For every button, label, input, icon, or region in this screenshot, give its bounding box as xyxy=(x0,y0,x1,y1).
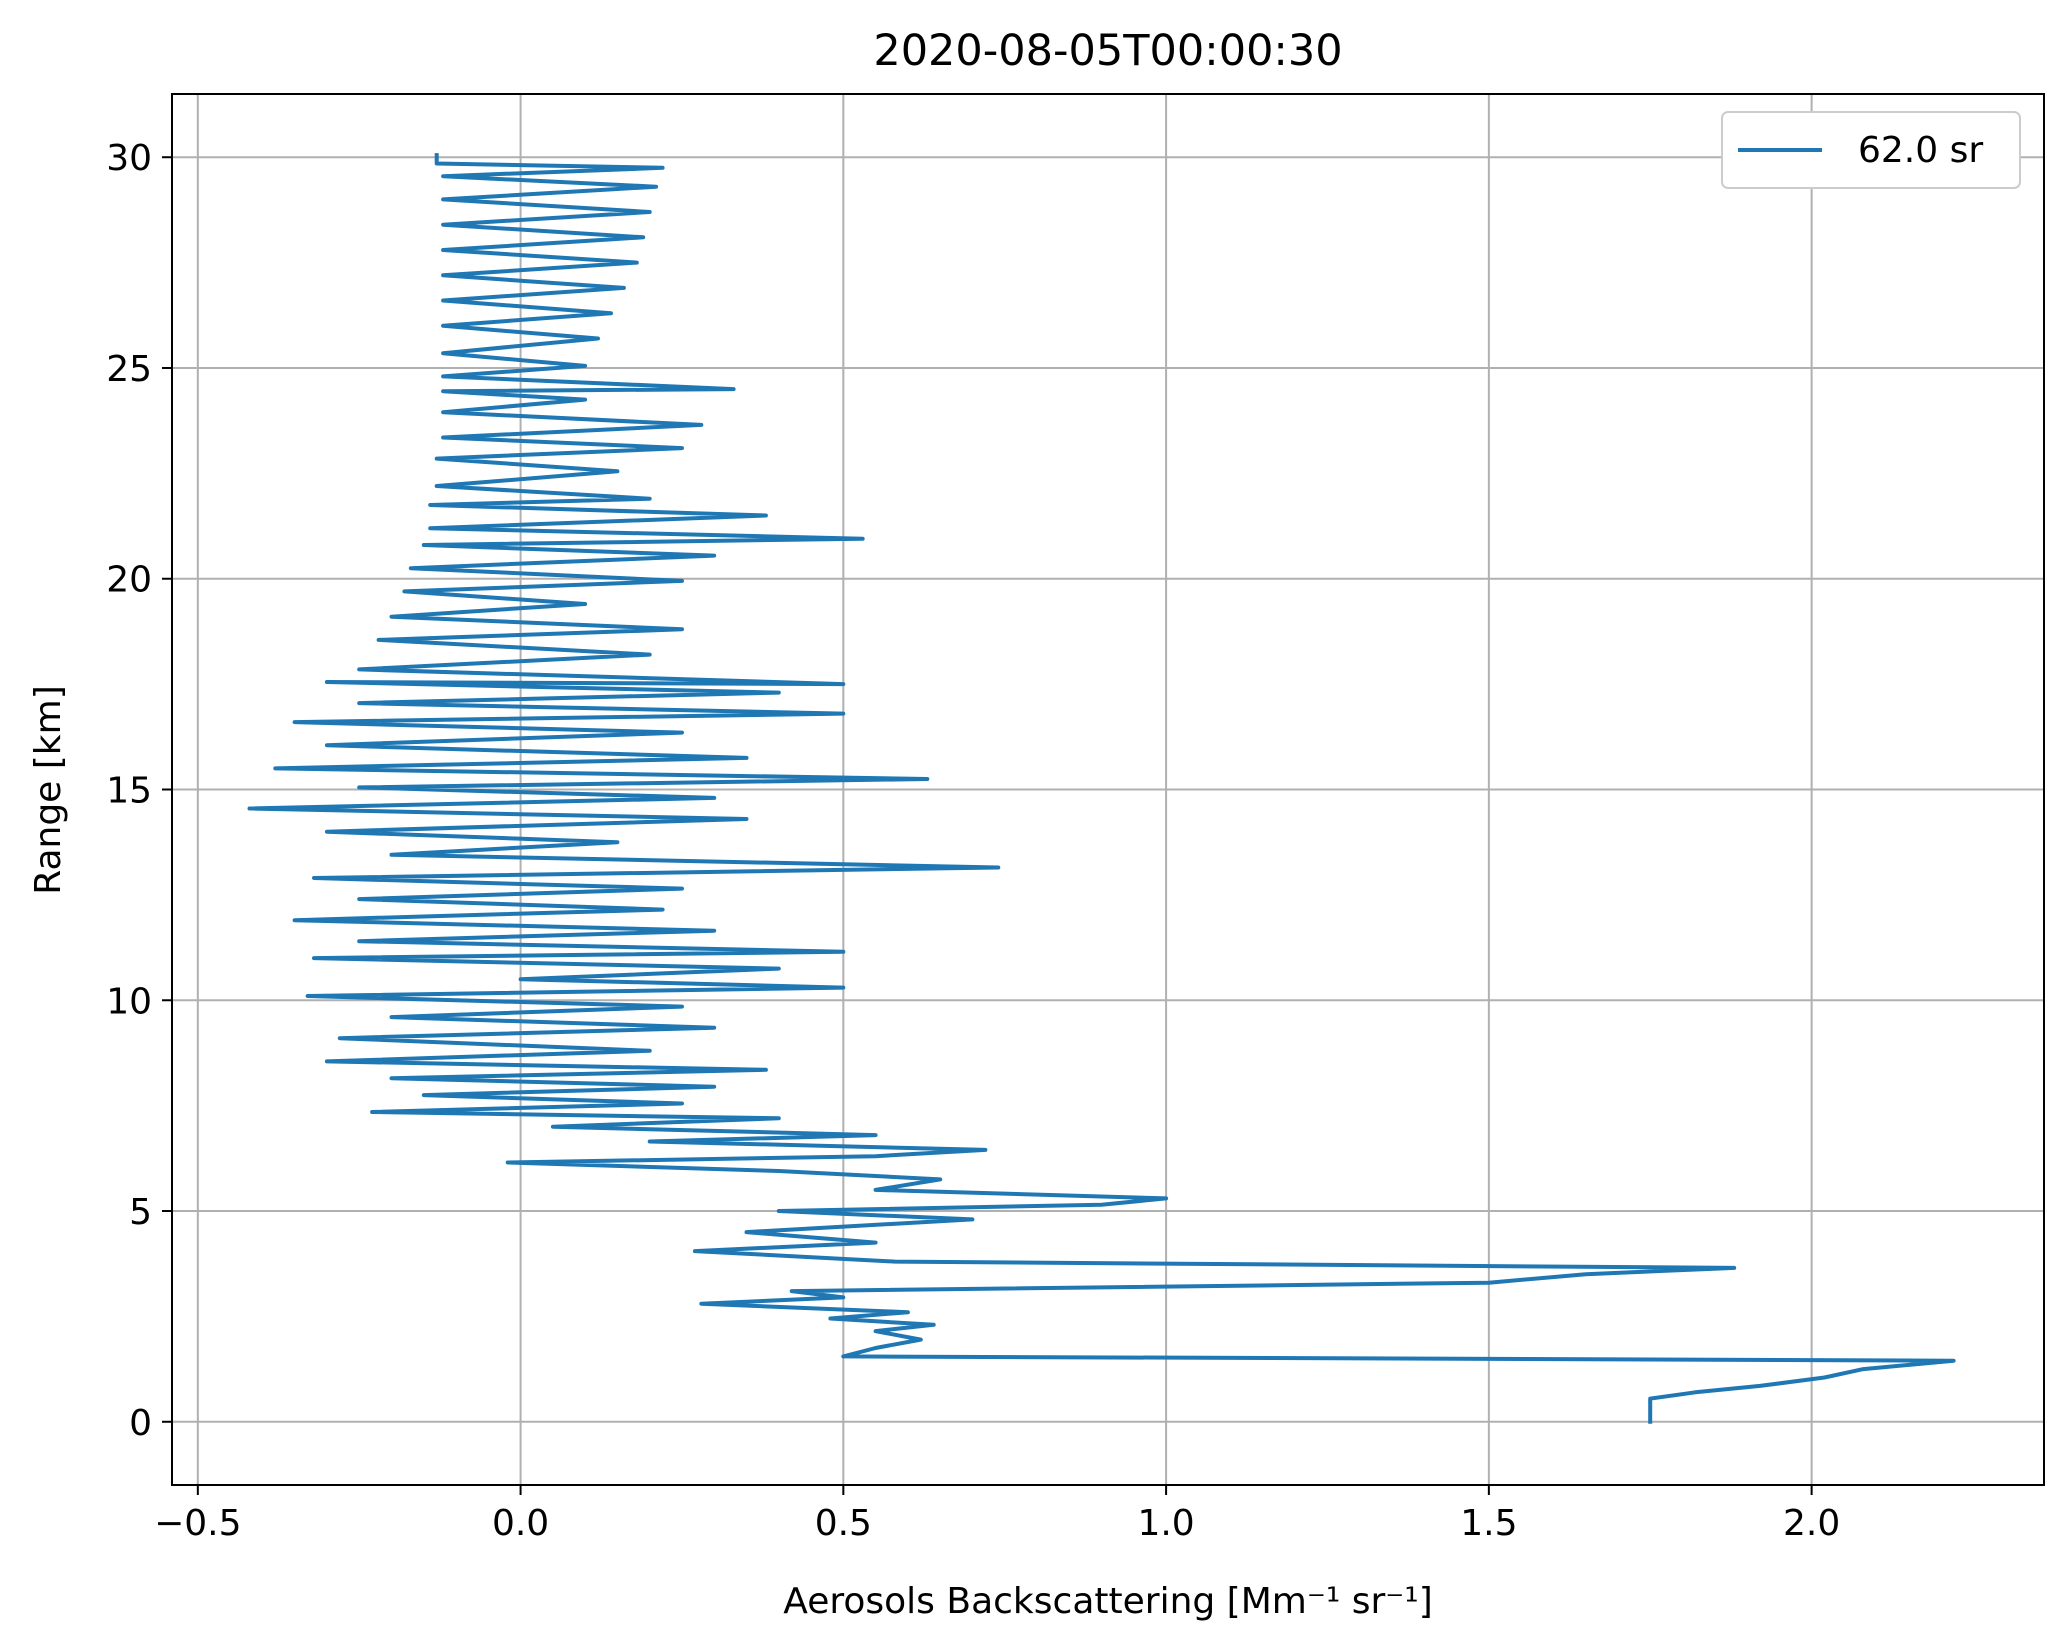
series-layer xyxy=(247,153,1956,1424)
x-tick-label: 0.0 xyxy=(492,1503,549,1544)
y-axis-label: Range [km] xyxy=(28,685,69,895)
legend: 62.0 sr xyxy=(1721,111,2021,189)
y-tick-label: 20 xyxy=(106,560,152,601)
y-tick-label: 0 xyxy=(129,1403,152,1444)
legend-box xyxy=(1721,111,2021,189)
x-tick-label: −0.5 xyxy=(154,1503,241,1544)
x-axis-label: Aerosols Backscattering [Mm⁻¹ sr⁻¹] xyxy=(783,1581,1433,1622)
series-line xyxy=(247,153,1956,1424)
chart-title: 2020-08-05T00:00:30 xyxy=(873,26,1342,76)
y-axis: 0 5 10 15 20 25 30 xyxy=(106,138,172,1444)
x-tick-label: 0.5 xyxy=(815,1503,872,1544)
y-tick-label: 15 xyxy=(106,771,152,812)
x-tick-label: 1.0 xyxy=(1137,1503,1194,1544)
y-tick-label: 25 xyxy=(106,349,152,390)
x-axis: −0.5 0.0 0.5 1.0 1.5 2.0 xyxy=(154,1485,1840,1544)
y-tick-label: 30 xyxy=(106,138,152,179)
x-tick-label: 2.0 xyxy=(1783,1503,1840,1544)
y-tick-label: 10 xyxy=(106,981,152,1022)
x-tick-label: 1.5 xyxy=(1460,1503,1517,1544)
legend-label: 62.0 sr xyxy=(1858,130,1983,171)
y-tick-label: 5 xyxy=(129,1192,152,1233)
